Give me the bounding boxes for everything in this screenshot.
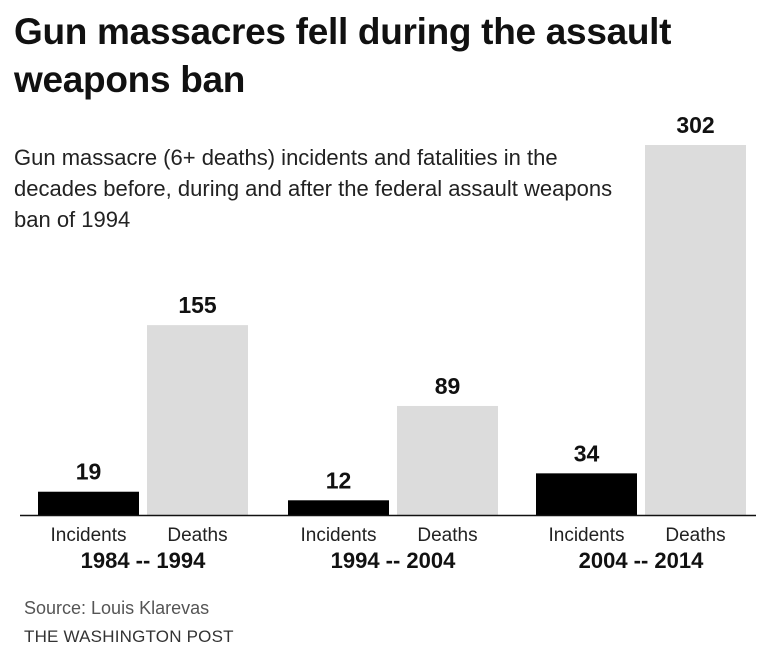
publisher-credit: THE WASHINGTON POST: [24, 627, 234, 646]
bar-label-incidents-3: Incidents: [548, 525, 624, 546]
chart-title: Gun massacres fell during the assault we…: [14, 11, 672, 100]
data-label-incidents-2: 12: [326, 467, 352, 493]
category-label-3: 2004 -- 2014: [579, 548, 705, 573]
bar-label-incidents-1: Incidents: [50, 525, 126, 546]
bar-incidents-2: [288, 500, 389, 515]
chart-subtitle: Gun massacre (6+ deaths) incidents and f…: [14, 145, 613, 232]
data-label-deaths-1: 155: [178, 292, 217, 318]
bar-label-incidents-2: Incidents: [300, 525, 376, 546]
bar-deaths-2: [397, 405, 498, 515]
data-label-deaths-2: 89: [435, 373, 461, 399]
bar-incidents-1: [38, 491, 139, 515]
data-label-deaths-3: 302: [676, 112, 714, 138]
data-label-incidents-1: 19: [76, 459, 102, 485]
bar-label-deaths-3: Deaths: [665, 525, 725, 546]
bar-label-deaths-2: Deaths: [417, 525, 477, 546]
source-note: Source: Louis Klarevas: [24, 598, 210, 618]
category-label-1: 1984 -- 1994: [81, 548, 207, 573]
bar-deaths-1: [147, 325, 248, 515]
bar-deaths-3: [645, 145, 746, 515]
data-label-incidents-3: 34: [574, 440, 600, 466]
category-label-2: 1994 -- 2004: [331, 548, 457, 573]
bar-label-deaths-1: Deaths: [167, 525, 227, 546]
bar-incidents-3: [536, 473, 637, 515]
